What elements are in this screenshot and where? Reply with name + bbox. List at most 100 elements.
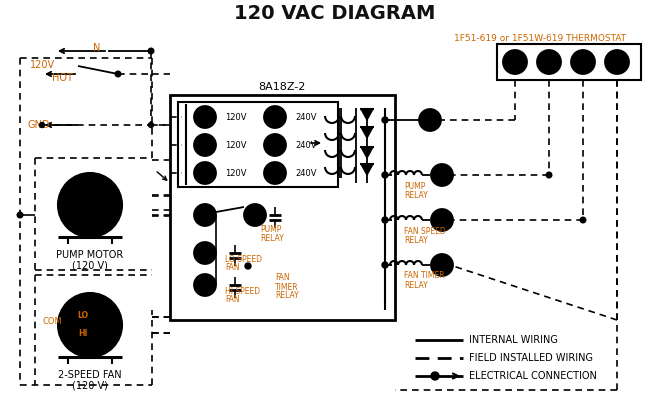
Text: N: N	[201, 112, 209, 122]
Polygon shape	[361, 147, 373, 158]
Circle shape	[58, 293, 122, 357]
Text: ELECTRICAL CONNECTION: ELECTRICAL CONNECTION	[469, 371, 597, 381]
Text: 120V: 120V	[225, 168, 247, 178]
Circle shape	[382, 117, 388, 123]
Text: PUMP: PUMP	[404, 181, 425, 191]
Text: LO SPEED: LO SPEED	[225, 254, 262, 264]
Text: G: G	[438, 260, 446, 270]
Text: R: R	[511, 57, 519, 67]
Circle shape	[245, 263, 251, 269]
Text: FAN: FAN	[225, 264, 240, 272]
Circle shape	[194, 242, 216, 264]
Text: 240V: 240V	[295, 140, 316, 150]
Text: FIELD INSTALLED WIRING: FIELD INSTALLED WIRING	[469, 353, 593, 363]
Circle shape	[431, 372, 439, 380]
Text: (120 V): (120 V)	[72, 261, 108, 271]
Text: L2: L2	[269, 112, 281, 122]
Text: GND: GND	[27, 120, 50, 130]
Bar	[497, 44, 641, 80]
Circle shape	[605, 50, 629, 74]
Bar	[178, 102, 338, 187]
Text: 120V: 120V	[225, 112, 247, 122]
Text: F2: F2	[269, 168, 281, 178]
Circle shape	[580, 217, 586, 223]
Text: 1F51-619 or 1F51W-619 THERMOSTAT: 1F51-619 or 1F51W-619 THERMOSTAT	[454, 34, 626, 42]
Circle shape	[503, 50, 527, 74]
Circle shape	[78, 204, 98, 224]
Circle shape	[264, 106, 286, 128]
Text: HI SPEED: HI SPEED	[225, 287, 260, 295]
Text: N: N	[93, 43, 100, 53]
Circle shape	[419, 109, 441, 131]
Text: 120V: 120V	[225, 140, 247, 150]
Text: 120 VAC DIAGRAM: 120 VAC DIAGRAM	[234, 3, 436, 23]
Text: 120V: 120V	[30, 60, 55, 70]
Circle shape	[571, 50, 595, 74]
Circle shape	[264, 162, 286, 184]
Circle shape	[86, 313, 104, 331]
Text: TIMER: TIMER	[275, 282, 299, 292]
Circle shape	[194, 134, 216, 156]
Circle shape	[244, 204, 266, 226]
Circle shape	[264, 134, 286, 156]
Circle shape	[149, 122, 153, 127]
Circle shape	[382, 217, 388, 223]
Text: INTERNAL WIRING: INTERNAL WIRING	[469, 335, 558, 345]
Circle shape	[431, 209, 453, 231]
Circle shape	[74, 307, 92, 325]
Bar	[170, 95, 395, 320]
Text: (120 V): (120 V)	[72, 381, 108, 391]
Text: LO: LO	[78, 311, 88, 321]
Text: G: G	[612, 57, 622, 67]
Text: 2-SPEED FAN: 2-SPEED FAN	[58, 370, 122, 380]
Text: COM: COM	[42, 318, 62, 326]
Circle shape	[115, 71, 121, 77]
Polygon shape	[361, 109, 373, 120]
Text: FAN SPEED: FAN SPEED	[404, 227, 446, 235]
Text: HI: HI	[78, 329, 88, 339]
Circle shape	[58, 173, 122, 237]
Text: RELAY: RELAY	[404, 280, 427, 290]
Text: RELAY: RELAY	[260, 233, 284, 243]
Polygon shape	[361, 127, 373, 138]
Circle shape	[194, 162, 216, 184]
Text: FAN TIMER: FAN TIMER	[404, 272, 445, 280]
Text: FAN: FAN	[225, 295, 240, 305]
Text: HI: HI	[200, 280, 210, 290]
Circle shape	[537, 50, 561, 74]
Circle shape	[74, 325, 92, 343]
Circle shape	[382, 262, 388, 268]
Circle shape	[148, 48, 154, 54]
Text: P2: P2	[269, 140, 281, 150]
Text: RELAY: RELAY	[404, 191, 427, 199]
Text: FAN: FAN	[275, 274, 289, 282]
Circle shape	[194, 274, 216, 296]
Circle shape	[194, 204, 216, 226]
Circle shape	[546, 172, 552, 178]
Circle shape	[431, 164, 453, 186]
Text: P1: P1	[249, 210, 261, 220]
Text: 8A18Z-2: 8A18Z-2	[259, 82, 306, 92]
Text: PUMP: PUMP	[260, 225, 281, 233]
Text: HOT: HOT	[52, 73, 72, 83]
Text: RELAY: RELAY	[404, 235, 427, 245]
Text: L0: L0	[199, 248, 211, 258]
Text: PUMP MOTOR: PUMP MOTOR	[56, 250, 124, 260]
Circle shape	[382, 172, 388, 178]
Text: R: R	[426, 115, 433, 125]
Text: W: W	[543, 57, 555, 67]
Text: RELAY: RELAY	[275, 292, 299, 300]
Bar	[248, 210, 358, 310]
Text: Y: Y	[438, 215, 446, 225]
Text: F2: F2	[199, 168, 211, 178]
Polygon shape	[361, 164, 373, 175]
Text: 240V: 240V	[295, 168, 316, 178]
Text: 240V: 240V	[295, 112, 316, 122]
Text: W: W	[437, 170, 448, 180]
Circle shape	[17, 212, 23, 218]
Circle shape	[431, 254, 453, 276]
Text: P2: P2	[198, 140, 212, 150]
Text: L1: L1	[199, 210, 211, 220]
Text: Y: Y	[579, 57, 587, 67]
Circle shape	[40, 122, 44, 127]
